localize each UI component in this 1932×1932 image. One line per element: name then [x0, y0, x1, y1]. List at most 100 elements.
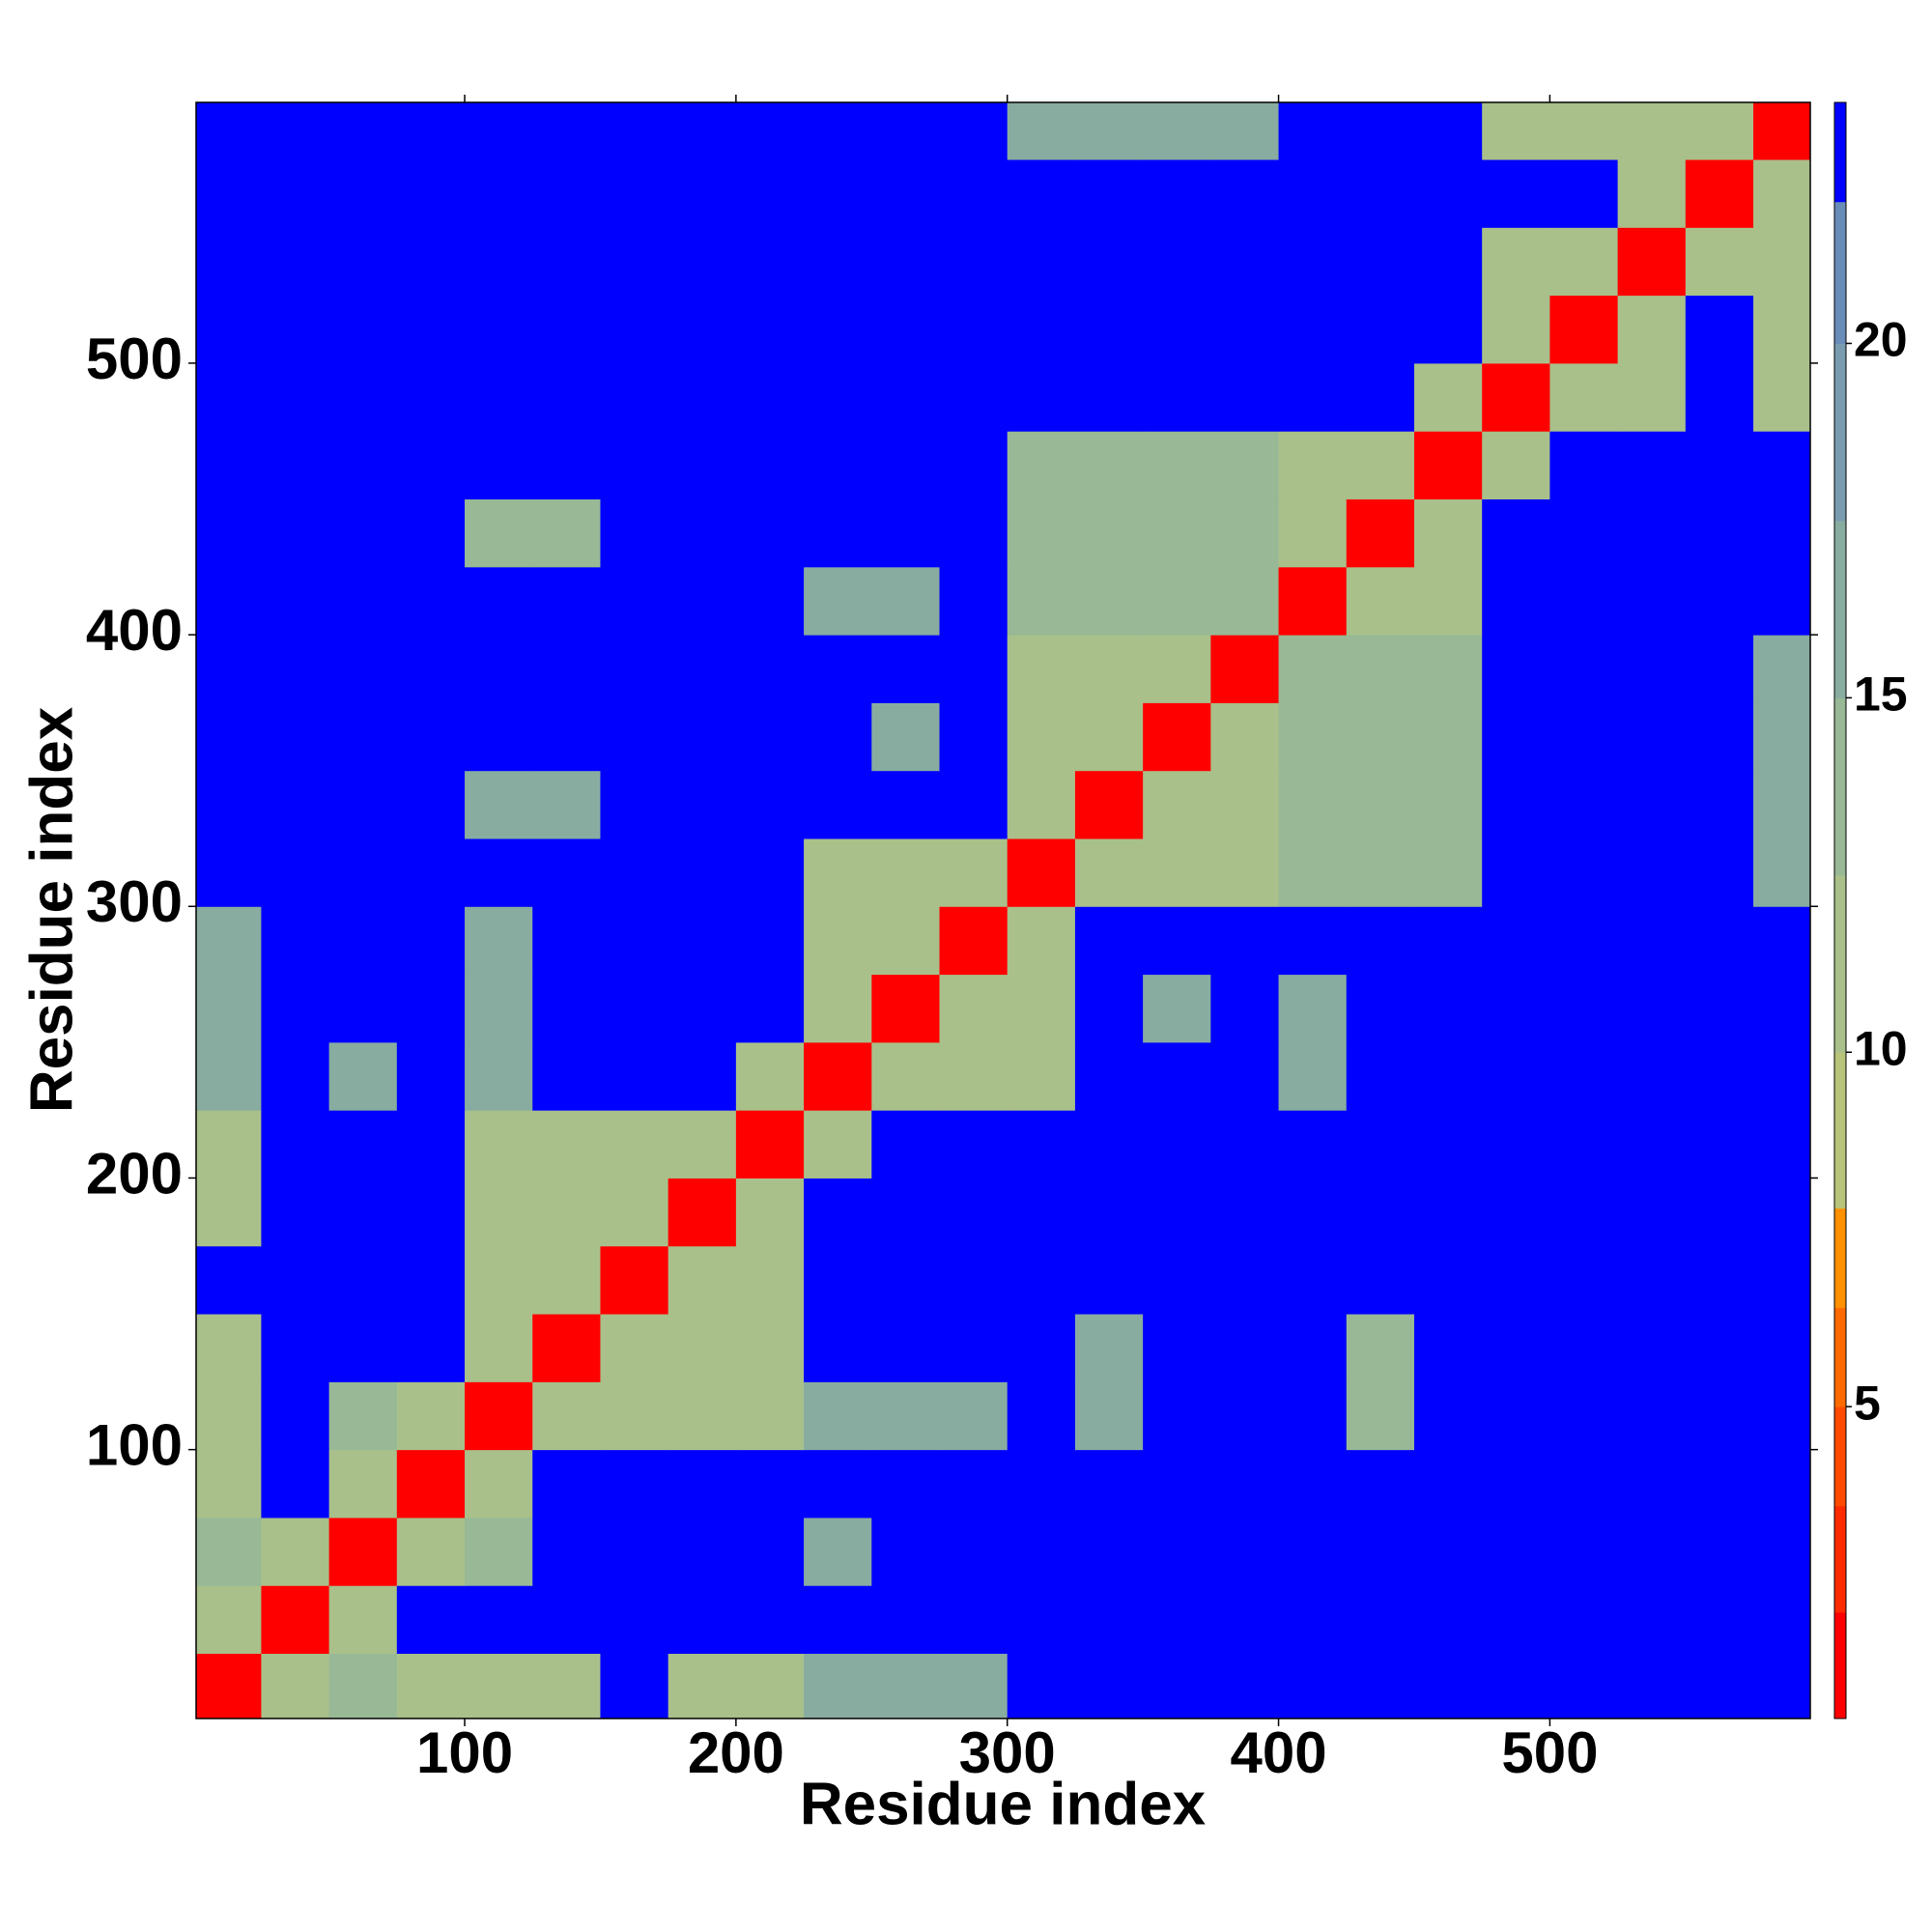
heatmap-cell	[600, 1585, 669, 1655]
heatmap-cell	[261, 566, 330, 636]
heatmap-cell	[1278, 635, 1348, 703]
heatmap-cell	[1143, 227, 1211, 297]
heatmap-cell	[1413, 1041, 1483, 1111]
heatmap-cell	[1074, 770, 1144, 839]
heatmap-cell	[1413, 1449, 1483, 1519]
heatmap-cell	[1210, 1041, 1280, 1111]
heatmap-cell	[1007, 1449, 1076, 1519]
heatmap-cell	[871, 362, 941, 432]
heatmap-cell	[1482, 1314, 1550, 1382]
heatmap-cell	[1210, 1245, 1280, 1315]
heatmap-cell	[1210, 1381, 1280, 1451]
heatmap-cell	[1278, 974, 1348, 1043]
colorbar-band	[1834, 201, 1846, 344]
heatmap-cell	[1143, 498, 1211, 568]
heatmap-cell	[1413, 498, 1483, 568]
heatmap-cell	[668, 770, 737, 839]
heatmap-cell	[1143, 159, 1211, 228]
heatmap-cell	[1210, 635, 1280, 703]
heatmap-cell	[465, 1585, 533, 1655]
heatmap-cell	[735, 1314, 805, 1382]
heatmap-cell	[1413, 974, 1483, 1043]
heatmap-cell	[1278, 1449, 1348, 1519]
heatmap-cell	[735, 1041, 805, 1111]
heatmap-cell	[1617, 1585, 1687, 1655]
colorbar-tick-label: 20	[1854, 313, 1908, 367]
heatmap-cell	[1278, 295, 1348, 364]
heatmap-cell	[328, 159, 398, 228]
heatmap-cell	[1007, 906, 1076, 976]
heatmap-cell	[1278, 1178, 1348, 1247]
heatmap-cell	[1753, 1245, 1810, 1315]
heatmap-cell	[1617, 1245, 1687, 1315]
heatmap-cell	[1549, 1449, 1619, 1519]
heatmap-cell	[1074, 1585, 1144, 1655]
heatmap-cell	[1753, 566, 1810, 636]
heatmap-cell	[1007, 102, 1076, 160]
heatmap-cell	[1617, 906, 1687, 976]
heatmap-cell	[1210, 159, 1280, 228]
heatmap-cell	[261, 431, 330, 500]
colorbar-band	[1834, 1052, 1846, 1209]
heatmap-cell	[1413, 159, 1483, 228]
heatmap-cell	[1007, 1178, 1076, 1247]
heatmap-cell	[1482, 566, 1550, 636]
heatmap-cell	[1074, 1517, 1144, 1586]
heatmap-cell	[668, 227, 737, 297]
heatmap-cell	[735, 974, 805, 1043]
heatmap-cell	[1617, 362, 1687, 432]
heatmap-cell	[1549, 906, 1619, 976]
heatmap-cell	[196, 1585, 262, 1655]
heatmap-cell	[328, 1517, 398, 1586]
heatmap-cell	[396, 1314, 466, 1382]
heatmap-cell	[735, 295, 805, 364]
heatmap-cell	[465, 1449, 533, 1519]
heatmap-cell	[871, 227, 941, 297]
heatmap-cell	[1549, 635, 1619, 703]
heatmap-cell	[1346, 1178, 1415, 1247]
heatmap-cell	[1617, 1178, 1687, 1247]
heatmap-cell	[804, 1041, 872, 1111]
heatmap-cell	[735, 102, 805, 160]
heatmap-cell	[465, 1314, 533, 1382]
heatmap-cell	[871, 770, 941, 839]
heatmap-cell	[1074, 1449, 1144, 1519]
heatmap-cell	[1143, 702, 1211, 772]
heatmap-cell	[939, 906, 1009, 976]
heatmap-cell	[328, 635, 398, 703]
heatmap-cell	[1413, 1585, 1483, 1655]
heatmap-cell	[600, 974, 669, 1043]
heatmap-cell	[600, 1245, 669, 1315]
heatmap-cell	[261, 1314, 330, 1382]
heatmap-cell	[1143, 1653, 1211, 1719]
heatmap-cell	[396, 770, 466, 839]
heatmap-cell	[1753, 974, 1810, 1043]
heatmap-cell	[532, 1585, 601, 1655]
heatmap-cell	[1074, 227, 1144, 297]
heatmap-cell	[1210, 770, 1280, 839]
heatmap-cell	[735, 1653, 805, 1719]
heatmap-cell	[668, 498, 737, 568]
heatmap-cell	[1007, 1110, 1076, 1179]
heatmap-cell	[1413, 1178, 1483, 1247]
heatmap-cell	[261, 635, 330, 703]
heatmap-cell	[261, 498, 330, 568]
heatmap-cell	[1685, 1041, 1754, 1111]
heatmap-cell	[1413, 1314, 1483, 1382]
heatmap-cell	[804, 431, 872, 500]
heatmap-cell	[804, 1517, 872, 1586]
heatmap-cell	[939, 566, 1009, 636]
heatmap-cell	[1549, 1381, 1619, 1451]
heatmap-cell	[1346, 1245, 1415, 1315]
heatmap-cell	[1007, 838, 1076, 907]
heatmap-cell	[396, 227, 466, 297]
heatmap-cell	[328, 702, 398, 772]
heatmap-cell	[871, 431, 941, 500]
heatmap-cell	[600, 431, 669, 500]
heatmap-cell	[1278, 770, 1348, 839]
y-axis-title: Residue index	[18, 706, 85, 1113]
heatmap-cell	[1753, 1041, 1810, 1111]
heatmap-cell	[1278, 1245, 1348, 1315]
heatmap-cell	[735, 1178, 805, 1247]
heatmap-cell	[1617, 974, 1687, 1043]
